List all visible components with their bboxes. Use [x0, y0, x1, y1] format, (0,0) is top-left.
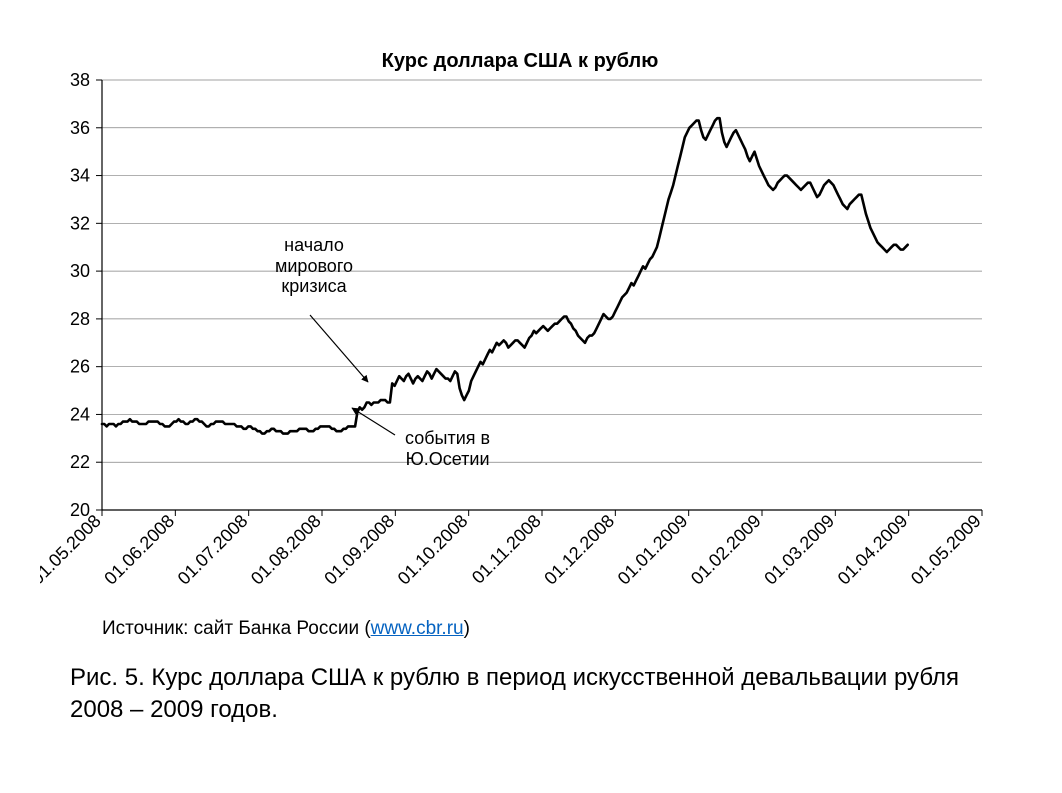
svg-text:01.03.2009: 01.03.2009 — [760, 511, 838, 589]
svg-text:01.05.2008: 01.05.2008 — [40, 511, 105, 589]
annotation-crisis: начало мирового кризиса — [275, 235, 353, 297]
svg-text:01.12.2008: 01.12.2008 — [540, 511, 618, 589]
svg-text:01.10.2008: 01.10.2008 — [394, 511, 472, 589]
annotation-ossetia: события в Ю.Осетии — [405, 428, 490, 469]
svg-text:30: 30 — [70, 261, 90, 281]
figure-caption: Рис. 5. Курс доллара США к рублю в перио… — [70, 662, 1002, 727]
page: Курс доллара США к рублю 202224262830323… — [0, 0, 1062, 793]
chart-container: Курс доллара США к рублю 202224262830323… — [40, 40, 1000, 600]
svg-text:01.05.2009: 01.05.2009 — [907, 511, 985, 589]
source-suffix: ) — [464, 618, 470, 639]
svg-text:34: 34 — [70, 166, 90, 186]
svg-text:01.07.2008: 01.07.2008 — [174, 511, 252, 589]
svg-text:01.09.2008: 01.09.2008 — [320, 511, 398, 589]
source-line: Источник: сайт Банка России (www.cbr.ru) — [102, 618, 1022, 640]
source-link[interactable]: www.cbr.ru — [371, 618, 464, 639]
chart-title: Курс доллара США к рублю — [40, 50, 1000, 73]
svg-text:28: 28 — [70, 309, 90, 329]
svg-text:01.01.2009: 01.01.2009 — [614, 511, 692, 589]
svg-text:01.02.2009: 01.02.2009 — [687, 511, 765, 589]
svg-text:22: 22 — [70, 452, 90, 472]
svg-text:01.06.2008: 01.06.2008 — [100, 511, 178, 589]
svg-text:38: 38 — [70, 70, 90, 90]
svg-text:26: 26 — [70, 357, 90, 377]
line-chart: 2022242628303234363801.05.200801.06.2008… — [40, 40, 1000, 600]
svg-text:01.08.2008: 01.08.2008 — [247, 511, 325, 589]
svg-text:36: 36 — [70, 118, 90, 138]
svg-text:01.11.2008: 01.11.2008 — [468, 511, 545, 588]
svg-text:01.04.2009: 01.04.2009 — [834, 511, 912, 589]
source-prefix: Источник: сайт Банка России ( — [102, 618, 371, 639]
svg-text:24: 24 — [70, 404, 90, 424]
svg-text:32: 32 — [70, 213, 90, 233]
